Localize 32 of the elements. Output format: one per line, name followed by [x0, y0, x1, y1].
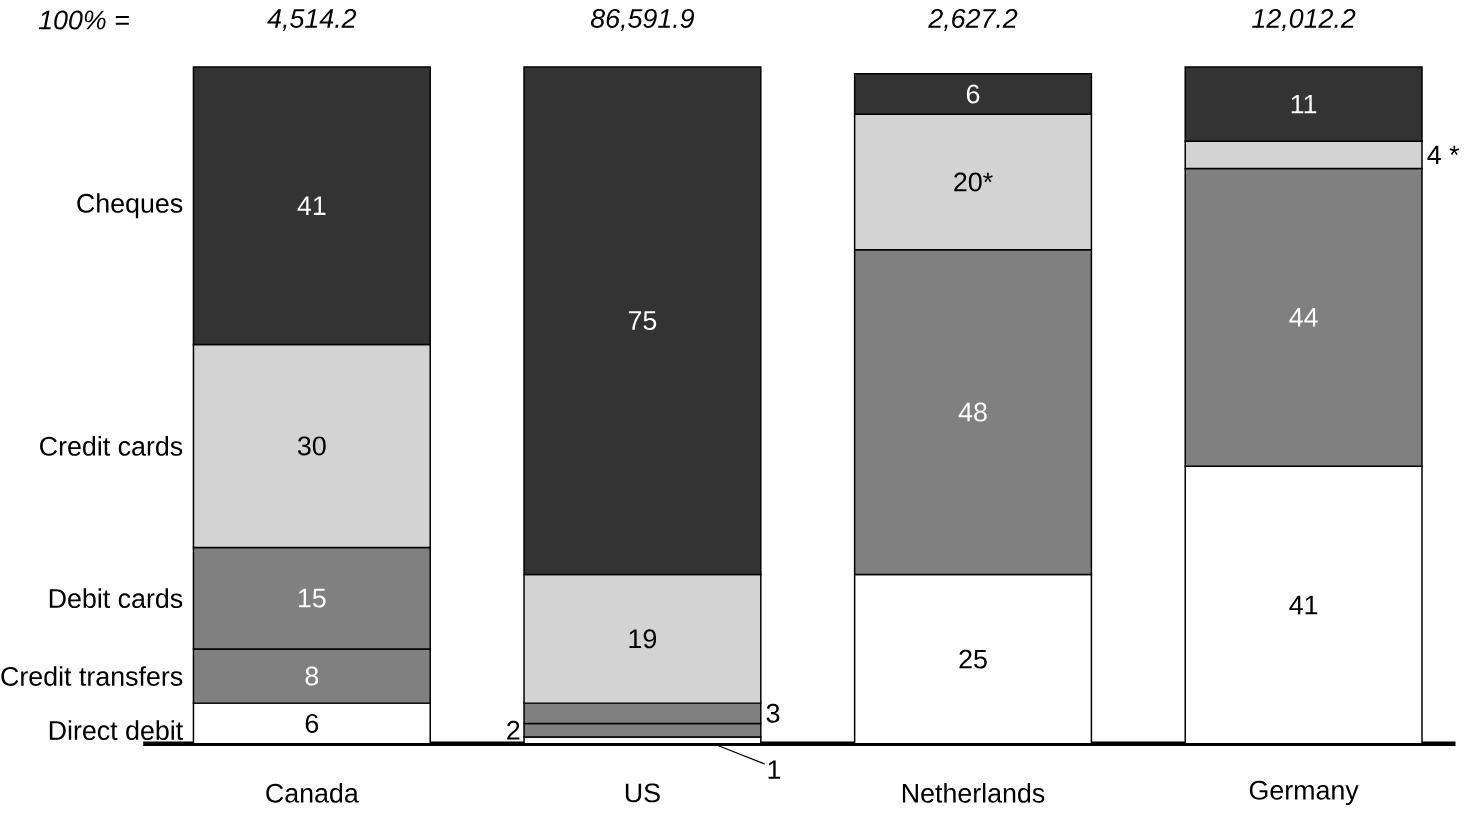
data-label: 44	[1289, 308, 1318, 327]
data-label: 6	[305, 713, 319, 733]
data-label: 4 *	[1427, 145, 1460, 165]
series-label: Debit cards	[49, 588, 183, 609]
text: 4,514.2	[267, 8, 357, 32]
data-label: 19	[629, 629, 657, 649]
text: 100% =	[38, 10, 129, 30]
text: 86,591.9	[590, 8, 695, 32]
data-label: 6	[966, 84, 980, 104]
series-label: Cheques	[77, 193, 183, 219]
data-label: 30	[297, 436, 326, 456]
x-tick-label: Canada	[266, 783, 359, 803]
data-label: 1	[768, 760, 781, 779]
x-tick-label: Germany	[1249, 780, 1359, 806]
data-label: 41	[297, 196, 326, 215]
data-label: 8	[305, 666, 319, 686]
text: 2,627.2	[928, 8, 1018, 32]
series-label: Credit transfers	[1, 666, 183, 686]
data-label: 15	[298, 588, 326, 608]
text: 12,012.2	[1252, 8, 1356, 32]
series-label: Credit cards	[40, 436, 183, 456]
x-tick-label: Netherlands	[902, 783, 1045, 803]
data-label: 48	[958, 402, 987, 422]
data-label: 41	[1289, 595, 1318, 615]
series-label: Direct debit	[49, 720, 183, 741]
data-label: 75	[628, 311, 657, 331]
data-label: 20*	[954, 172, 993, 192]
data-label: 25	[959, 649, 987, 669]
data-label: 2	[507, 720, 520, 740]
data-label: 11	[1291, 94, 1317, 114]
x-tick-label: US	[625, 783, 660, 803]
data-label: 3	[766, 703, 780, 723]
